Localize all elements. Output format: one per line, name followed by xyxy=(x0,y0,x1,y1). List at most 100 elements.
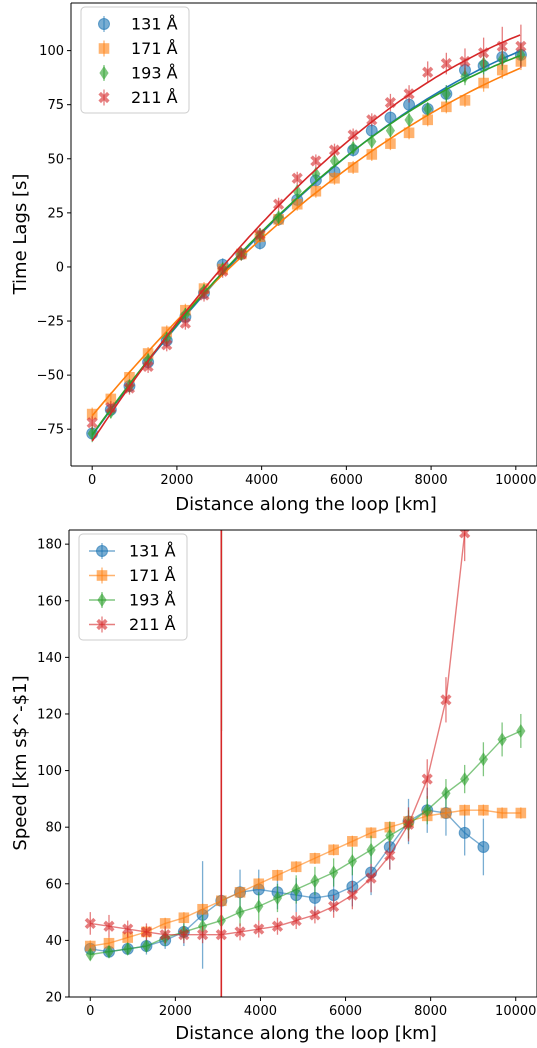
data-point xyxy=(347,162,359,173)
data-point xyxy=(159,918,171,929)
data-point xyxy=(497,732,507,747)
data-point xyxy=(459,804,470,816)
series-line xyxy=(90,809,521,947)
data-point xyxy=(365,872,377,884)
data-point xyxy=(478,77,489,89)
y-tick-label: 140 xyxy=(37,651,62,666)
data-point xyxy=(123,941,133,956)
legend-label: 131 Å xyxy=(129,542,176,561)
legend-item: 171 Å xyxy=(89,566,176,585)
x-tick-label: 2000 xyxy=(159,1004,192,1019)
data-point xyxy=(515,807,527,819)
data-point xyxy=(122,923,134,935)
top-xlabel: Distance along the loop [km] xyxy=(175,494,436,515)
legend-label: 131 Å xyxy=(131,15,178,34)
legend-marker xyxy=(99,66,109,80)
data-point xyxy=(310,155,322,167)
data-point xyxy=(422,66,434,78)
data-point xyxy=(366,149,378,160)
legend-label: 211 Å xyxy=(129,615,176,634)
legend-marker xyxy=(97,593,107,607)
data-point xyxy=(123,382,136,394)
data-point xyxy=(161,339,173,351)
data-point xyxy=(273,210,284,225)
data-point xyxy=(254,228,266,241)
data-point xyxy=(309,853,321,864)
data-point xyxy=(290,861,302,873)
data-point xyxy=(310,873,320,888)
data-point xyxy=(309,909,321,921)
series-211-0 xyxy=(86,24,527,442)
data-point xyxy=(384,849,396,862)
legend-1: 131 Å 171 Å 193 Å 211 Å xyxy=(78,533,188,641)
top-ylabel: Time Lags [s] xyxy=(10,174,31,296)
data-point xyxy=(478,47,490,59)
data-point xyxy=(179,317,191,329)
data-point xyxy=(477,840,490,853)
x-tick-label: 4000 xyxy=(244,1004,277,1019)
data-point xyxy=(291,172,303,184)
x-tick-label: 6000 xyxy=(330,473,363,488)
data-point xyxy=(142,360,154,373)
legend-marker xyxy=(96,570,108,581)
x-tick-label: 4000 xyxy=(245,473,278,488)
data-point xyxy=(496,40,508,52)
data-point xyxy=(496,807,508,819)
y-tick-label: 160 xyxy=(37,594,62,609)
data-point xyxy=(441,101,452,113)
x-tick-label: 0 xyxy=(86,1004,94,1019)
legend-item: 211 Å xyxy=(89,615,176,634)
data-point xyxy=(215,929,227,941)
legend-box xyxy=(80,6,190,114)
data-point xyxy=(103,920,115,932)
data-point xyxy=(234,926,246,938)
data-point xyxy=(86,417,98,429)
data-point xyxy=(104,944,114,959)
data-point xyxy=(384,96,396,109)
data-point xyxy=(235,248,247,260)
x-tick-label: 6000 xyxy=(329,1004,362,1019)
data-point xyxy=(105,402,117,414)
data-point xyxy=(403,88,415,100)
data-point xyxy=(402,818,415,830)
y-tick-label: 25 xyxy=(47,206,64,221)
legend-label: 193 Å xyxy=(129,591,176,610)
data-point xyxy=(124,371,135,383)
y-tick-label: 120 xyxy=(37,707,62,722)
legend-item: 131 Å xyxy=(98,15,178,34)
data-point xyxy=(346,889,358,901)
x-tick-label: 2000 xyxy=(160,473,193,488)
y-tick-label: 180 xyxy=(37,538,62,553)
speed-panel: Distance along the loop [km] Speed [km s… xyxy=(10,529,537,1044)
data-point xyxy=(271,920,284,932)
data-point xyxy=(460,69,470,84)
y-tick-label: 75 xyxy=(47,98,64,113)
data-point xyxy=(178,912,190,924)
y-tick-label: 40 xyxy=(45,934,62,949)
data-point xyxy=(253,923,265,935)
data-point xyxy=(291,882,301,897)
y-tick-label: 100 xyxy=(39,44,64,59)
data-point xyxy=(496,64,508,76)
data-point xyxy=(290,915,302,927)
data-point xyxy=(347,854,357,869)
data-point xyxy=(385,123,396,138)
data-point xyxy=(440,807,452,819)
fit-line xyxy=(91,67,521,417)
data-point xyxy=(234,886,246,898)
legend-item: 211 Å xyxy=(98,88,178,107)
series-211-1 xyxy=(84,530,471,997)
data-point xyxy=(365,827,377,839)
y-tick-label: 0 xyxy=(56,260,64,275)
y-tick-label: 100 xyxy=(37,764,62,779)
data-point xyxy=(440,694,452,706)
data-point xyxy=(366,842,376,857)
data-point xyxy=(459,55,471,67)
data-point xyxy=(329,865,339,880)
legend-label: 171 Å xyxy=(131,39,178,58)
data-point xyxy=(328,900,340,913)
legend-label: 171 Å xyxy=(129,566,176,585)
data-point xyxy=(197,903,208,915)
plot-area-1 xyxy=(84,530,527,997)
